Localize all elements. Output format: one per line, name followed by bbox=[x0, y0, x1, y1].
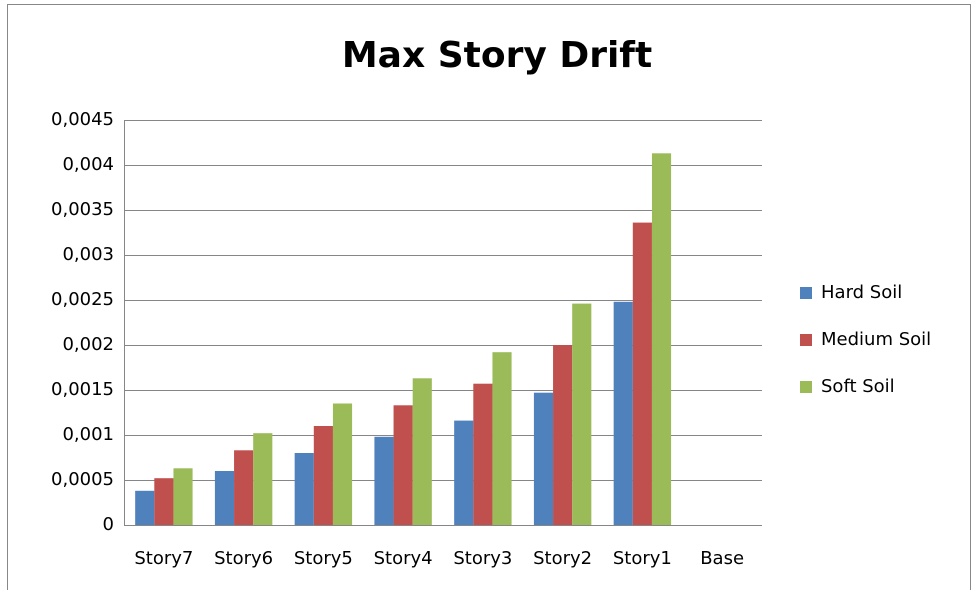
x-tick-label: Story1 bbox=[613, 548, 672, 569]
y-tick-label: 0,0025 bbox=[51, 289, 114, 310]
y-tick-label: 0,0015 bbox=[51, 379, 114, 400]
bar bbox=[313, 426, 333, 525]
bar bbox=[154, 478, 174, 525]
bar bbox=[374, 436, 394, 525]
y-tick-label: 0 bbox=[103, 514, 114, 535]
y-tick-label: 0,002 bbox=[62, 334, 114, 355]
x-tick-label: Base bbox=[700, 548, 744, 569]
bar bbox=[572, 303, 592, 525]
bar bbox=[332, 403, 353, 525]
y-tick-label: 0,0045 bbox=[51, 109, 114, 130]
y-tick-label: 0,0005 bbox=[51, 469, 114, 490]
legend-label: Soft Soil bbox=[821, 376, 895, 397]
bar bbox=[492, 352, 512, 525]
x-tick-label: Story2 bbox=[533, 548, 592, 569]
legend-swatch bbox=[800, 287, 812, 299]
bar bbox=[393, 405, 413, 525]
bar bbox=[454, 420, 474, 525]
y-tick-label: 0,004 bbox=[62, 154, 114, 175]
bar bbox=[234, 450, 254, 525]
bar bbox=[533, 392, 554, 525]
legend-swatch bbox=[800, 334, 812, 346]
x-tick-label: Story6 bbox=[214, 548, 273, 569]
bar bbox=[294, 453, 314, 525]
bar bbox=[173, 468, 193, 525]
bar bbox=[214, 471, 235, 525]
bar bbox=[651, 153, 672, 526]
x-tick-label: Story3 bbox=[453, 548, 512, 569]
bar bbox=[613, 301, 633, 525]
y-tick-label: 0,0035 bbox=[51, 199, 114, 220]
bar bbox=[632, 222, 652, 525]
y-tick-label: 0,003 bbox=[62, 244, 114, 265]
x-tick-label: Story4 bbox=[374, 548, 433, 569]
legend-swatch bbox=[800, 381, 812, 393]
bar bbox=[412, 378, 432, 525]
bar bbox=[135, 490, 155, 525]
legend-label: Medium Soil bbox=[821, 329, 931, 350]
chart-frame bbox=[7, 4, 971, 590]
bar bbox=[253, 433, 273, 525]
x-tick-label: Story7 bbox=[134, 548, 193, 569]
chart-title: Max Story Drift bbox=[342, 35, 652, 76]
bar bbox=[553, 345, 573, 525]
x-tick-label: Story5 bbox=[294, 548, 353, 569]
legend-label: Hard Soil bbox=[821, 282, 902, 303]
y-tick-label: 0,001 bbox=[62, 424, 114, 445]
bar bbox=[473, 383, 493, 525]
